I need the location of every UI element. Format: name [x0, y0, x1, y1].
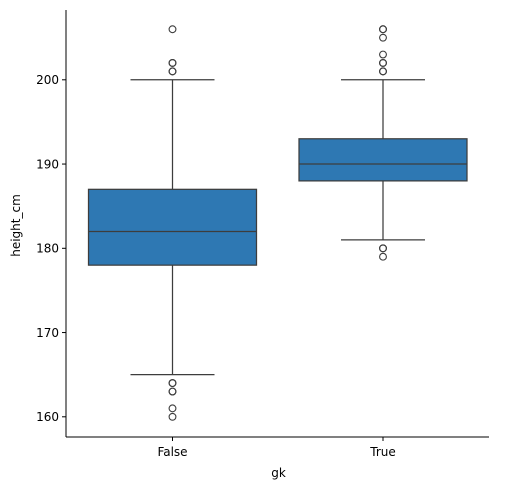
outlier-point — [379, 50, 387, 59]
outlier-point — [379, 33, 387, 42]
x-axis-label: gk — [271, 466, 286, 480]
x-tick-label: False — [157, 445, 187, 459]
outlier-point — [168, 58, 177, 67]
box-iqr — [87, 188, 258, 266]
outlier-point — [379, 25, 387, 34]
x-tick-label: True — [369, 445, 396, 459]
y-tick-label: 160 — [36, 410, 59, 424]
box-iqr — [298, 138, 468, 182]
y-axis-label: height_cm — [9, 194, 23, 257]
outlier-point — [168, 404, 177, 413]
outlier-point — [168, 67, 177, 76]
y-tick-label: 190 — [36, 157, 59, 171]
outlier-point — [379, 252, 387, 261]
outlier-point — [168, 25, 177, 34]
box-group-false — [87, 25, 258, 421]
y-tick-label: 200 — [36, 73, 59, 87]
ticks: 160 170 180 190 200 False True — [36, 73, 396, 459]
outlier-point — [379, 67, 387, 76]
outlier-point — [168, 379, 177, 388]
outlier-point — [168, 387, 177, 396]
box-group-true — [298, 25, 468, 261]
outlier-point — [168, 412, 177, 421]
plot-area — [87, 25, 468, 421]
outlier-point — [379, 244, 387, 253]
outlier-point — [379, 58, 387, 67]
y-tick-label: 180 — [36, 242, 59, 256]
y-tick-label: 170 — [36, 326, 59, 340]
axes — [65, 10, 489, 438]
